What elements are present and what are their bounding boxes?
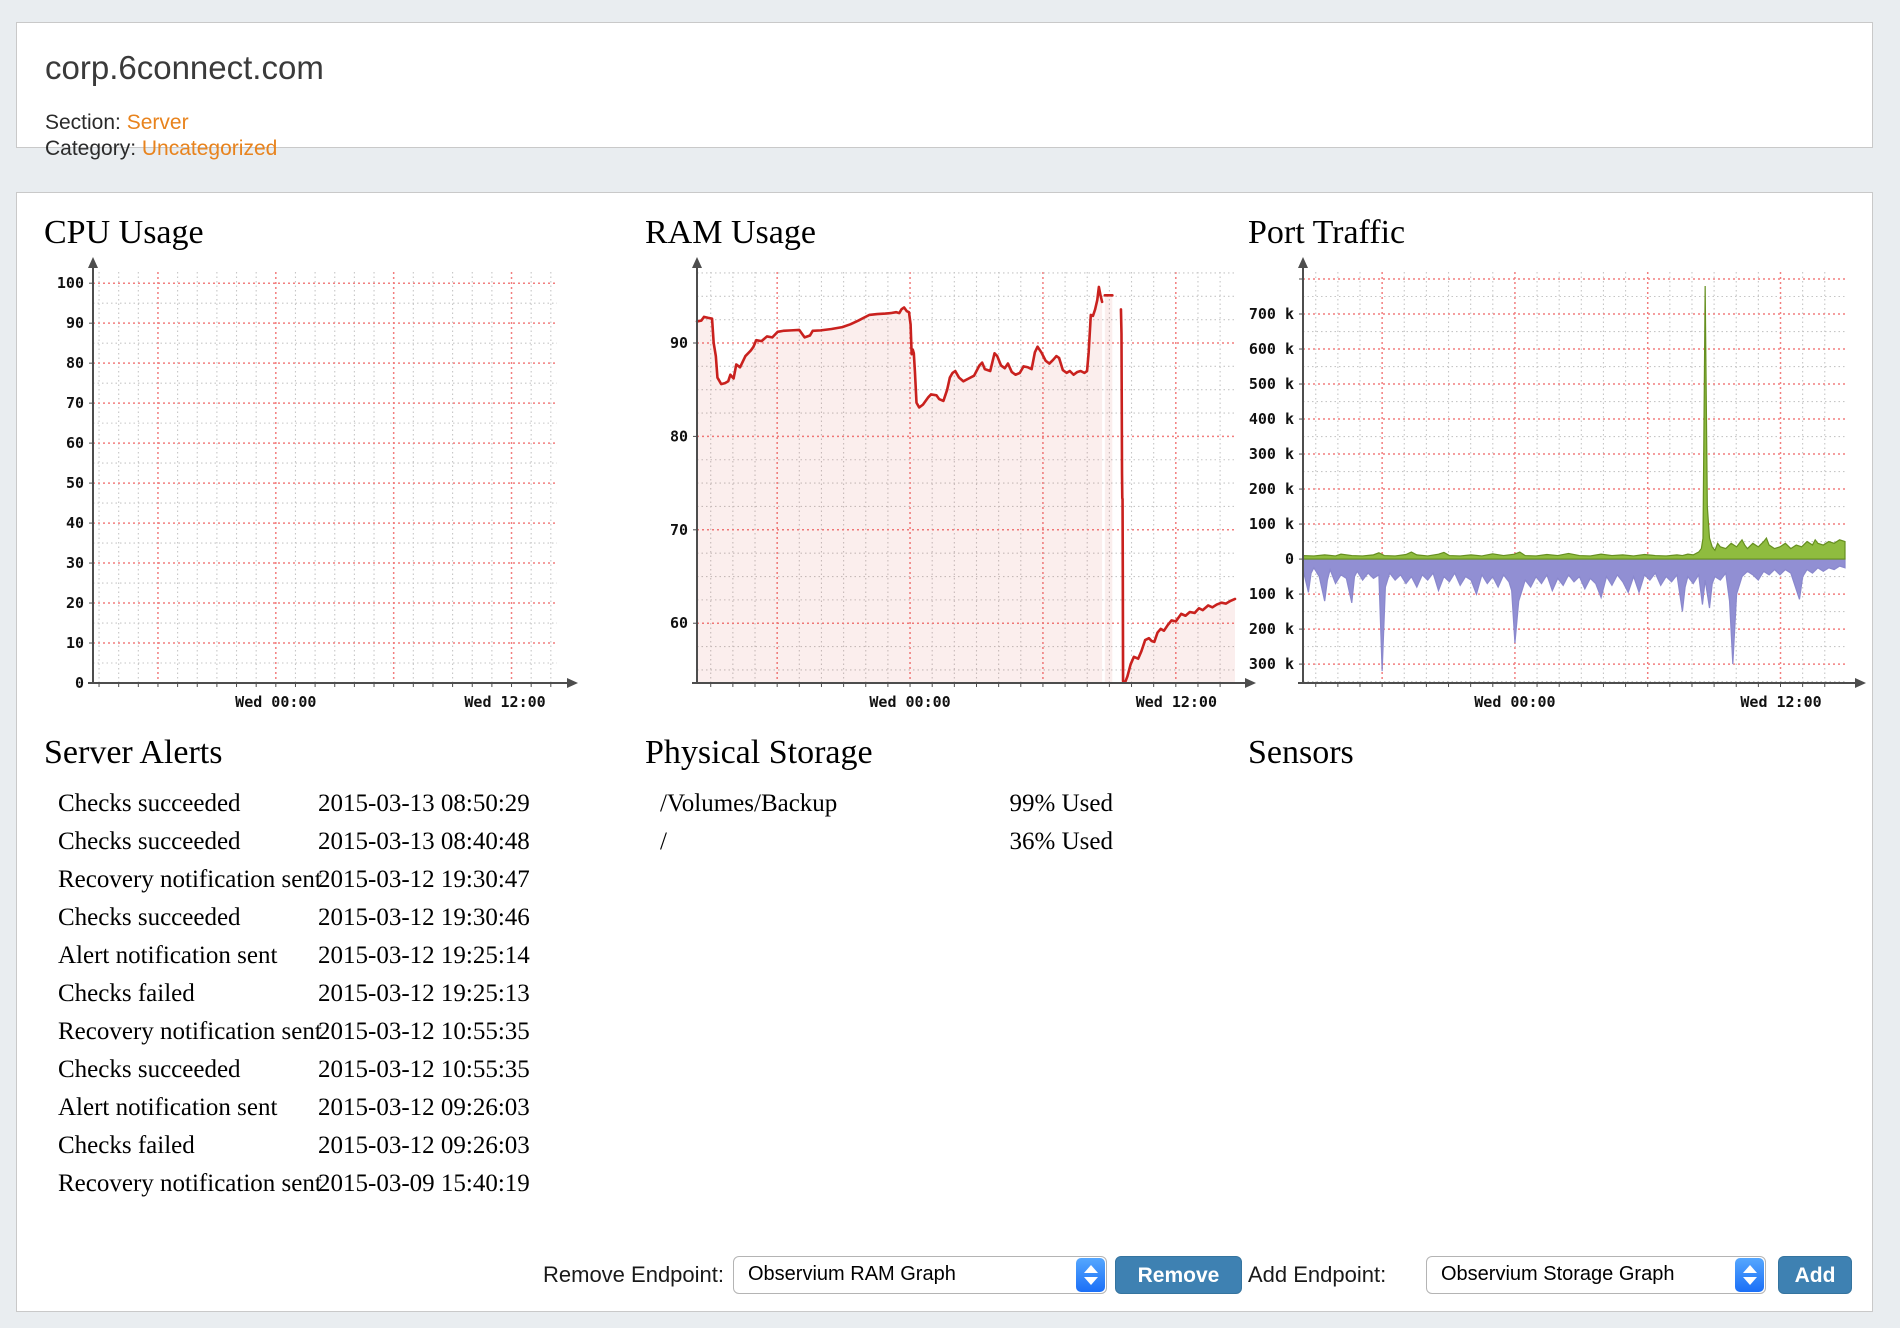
svg-text:20: 20	[66, 594, 84, 612]
ram-chart-title: RAM Usage	[645, 214, 816, 251]
add-endpoint-label: Add Endpoint:	[1248, 1262, 1387, 1287]
storage-path: /	[660, 828, 667, 855]
alert-time: 2015-03-09 15:40:19	[318, 1170, 530, 1197]
svg-text:10: 10	[66, 634, 84, 652]
add-endpoint-select[interactable]: Observium Storage Graph	[1426, 1256, 1766, 1294]
alert-time: 2015-03-12 19:25:13	[318, 980, 530, 1007]
svg-text:700 k: 700 k	[1249, 305, 1294, 323]
category-label: Category:	[45, 137, 137, 160]
storage-used: 99% Used	[1009, 790, 1113, 817]
svg-text:50: 50	[66, 474, 84, 492]
alert-time: 2015-03-12 09:26:03	[318, 1094, 530, 1121]
svg-text:70: 70	[66, 394, 84, 412]
svg-text:0: 0	[75, 674, 84, 692]
alert-time: 2015-03-12 09:26:03	[318, 1132, 530, 1159]
svg-text:80: 80	[66, 354, 84, 372]
category-link[interactable]: Uncategorized	[141, 137, 278, 160]
section-line: Section: Server	[45, 111, 189, 135]
svg-text:Wed 12:00: Wed 12:00	[1740, 693, 1821, 711]
svg-text:0: 0	[1285, 550, 1294, 568]
add-button[interactable]: Add	[1778, 1256, 1852, 1294]
select-stepper-icon	[1735, 1258, 1764, 1292]
svg-text:40: 40	[66, 514, 84, 532]
svg-text:Wed 00:00: Wed 00:00	[869, 693, 950, 711]
alert-label: Checks failed	[58, 980, 195, 1007]
alert-label: Checks succeeded	[58, 904, 241, 931]
alert-label: Checks failed	[58, 1132, 195, 1159]
storage-used: 36% Used	[1009, 828, 1113, 855]
section-label: Section:	[45, 111, 121, 134]
svg-text:90: 90	[66, 314, 84, 332]
add-endpoint-select-value: Observium Storage Graph	[1441, 1263, 1675, 1285]
port-chart-title: Port Traffic	[1248, 214, 1406, 251]
alert-label: Recovery notification sent	[58, 1170, 322, 1197]
alert-time: 2015-03-13 08:50:29	[318, 790, 530, 817]
svg-text:60: 60	[670, 614, 688, 632]
svg-text:400 k: 400 k	[1249, 410, 1294, 428]
server-alerts-heading: Server Alerts	[44, 734, 223, 771]
alert-time: 2015-03-12 19:30:47	[318, 866, 530, 893]
alert-time: 2015-03-13 08:40:48	[318, 828, 530, 855]
dashboard-card	[16, 192, 1873, 1312]
cpu-chart-title: CPU Usage	[44, 214, 204, 251]
svg-text:30: 30	[66, 554, 84, 572]
svg-text:100 k: 100 k	[1249, 585, 1294, 603]
page-title: corp.6connect.com	[45, 49, 324, 86]
alert-label: Checks succeeded	[58, 790, 241, 817]
alert-label: Alert notification sent	[58, 942, 278, 969]
alert-label: Checks succeeded	[58, 828, 241, 855]
svg-text:Wed 12:00: Wed 12:00	[464, 693, 545, 711]
svg-text:200 k: 200 k	[1249, 620, 1294, 638]
alert-label: Checks succeeded	[58, 1056, 241, 1083]
physical-storage-heading: Physical Storage	[645, 734, 873, 771]
alert-label: Recovery notification sent	[58, 866, 322, 893]
storage-path: /Volumes/Backup	[660, 790, 838, 817]
svg-text:300 k: 300 k	[1249, 445, 1294, 463]
svg-text:500 k: 500 k	[1249, 375, 1294, 393]
alert-time: 2015-03-12 10:55:35	[318, 1056, 530, 1083]
alert-label: Alert notification sent	[58, 1094, 278, 1121]
sensors-heading: Sensors	[1248, 734, 1354, 771]
svg-text:60: 60	[66, 434, 84, 452]
remove-endpoint-select[interactable]: Observium RAM Graph	[733, 1256, 1107, 1294]
svg-text:200 k: 200 k	[1249, 480, 1294, 498]
alert-time: 2015-03-12 10:55:35	[318, 1018, 530, 1045]
svg-text:Wed 12:00: Wed 12:00	[1136, 693, 1217, 711]
alert-time: 2015-03-12 19:25:14	[318, 942, 530, 969]
svg-text:100 k: 100 k	[1249, 515, 1294, 533]
category-line: Category: Uncategorized	[45, 137, 277, 161]
header-card: corp.6connect.com Section: Server Catego…	[16, 22, 1873, 160]
svg-text:70: 70	[670, 521, 688, 539]
svg-text:600 k: 600 k	[1249, 340, 1294, 358]
section-link[interactable]: Server	[126, 111, 189, 134]
svg-text:Wed 00:00: Wed 00:00	[235, 693, 316, 711]
svg-text:Wed 00:00: Wed 00:00	[1474, 693, 1555, 711]
remove-button[interactable]: Remove	[1115, 1256, 1242, 1294]
svg-text:90: 90	[670, 334, 688, 352]
alert-time: 2015-03-12 19:30:46	[318, 904, 530, 931]
select-stepper-icon	[1076, 1258, 1105, 1292]
remove-endpoint-label: Remove Endpoint:	[543, 1262, 724, 1287]
svg-text:300 k: 300 k	[1249, 655, 1294, 673]
remove-endpoint-select-value: Observium RAM Graph	[748, 1263, 956, 1285]
svg-text:80: 80	[670, 427, 688, 445]
svg-text:100: 100	[57, 274, 84, 292]
alert-label: Recovery notification sent	[58, 1018, 322, 1045]
